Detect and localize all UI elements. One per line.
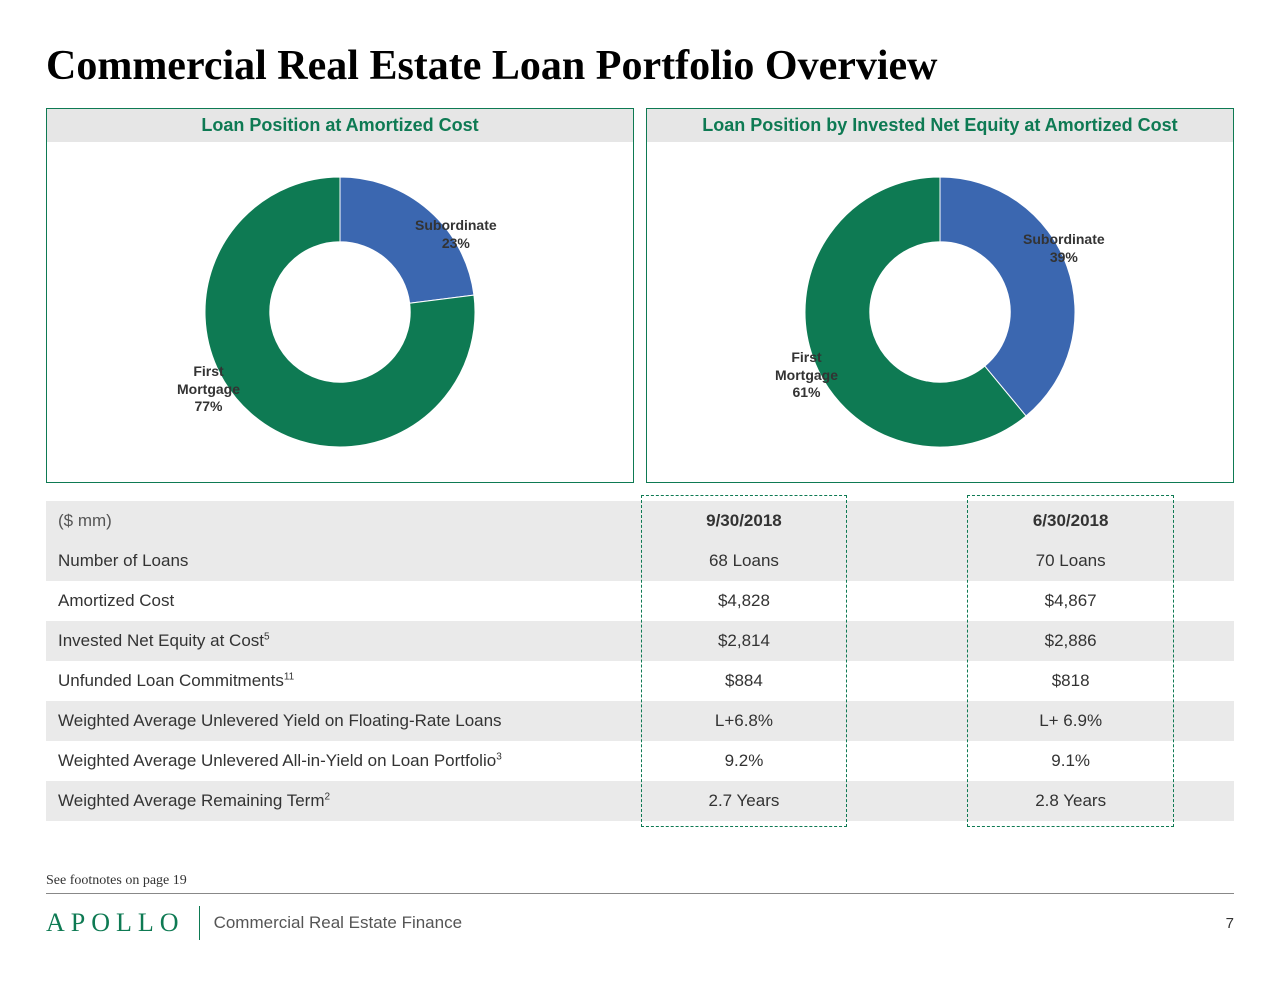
footer-subtitle: Commercial Real Estate Finance [214, 913, 462, 933]
table-row: Amortized Cost$4,828$4,867 [46, 581, 1234, 621]
data-table: ($ mm) 9/30/2018 6/30/2018 Number of Loa… [46, 501, 1234, 821]
row-value-1: $884 [581, 661, 908, 701]
table-row: Unfunded Loan Commitments11$884$818 [46, 661, 1234, 701]
table-unit-note: ($ mm) [46, 501, 581, 541]
donut-slice-label: Subordinate23% [415, 217, 497, 252]
chart-title-left: Loan Position at Amortized Cost [47, 109, 633, 142]
chart-body-left: Subordinate23% FirstMortgage77% [47, 142, 633, 482]
row-value-1: 9.2% [581, 741, 908, 781]
chart-title-right: Loan Position by Invested Net Equity at … [647, 109, 1233, 142]
row-value-1: $4,828 [581, 581, 908, 621]
row-value-1: 2.7 Years [581, 781, 908, 821]
donut-slice-label: FirstMortgage61% [775, 349, 838, 402]
table-body: Number of Loans68 Loans70 LoansAmortized… [46, 541, 1234, 821]
row-value-2: 9.1% [907, 741, 1234, 781]
table-header-row: ($ mm) 9/30/2018 6/30/2018 [46, 501, 1234, 541]
row-label: Weighted Average Unlevered Yield on Floa… [46, 701, 581, 741]
logo-divider [199, 906, 200, 940]
page-title: Commercial Real Estate Loan Portfolio Ov… [46, 42, 1234, 90]
chart-body-right: Subordinate39% FirstMortgage61% [647, 142, 1233, 482]
row-value-2: 2.8 Years [907, 781, 1234, 821]
donut-slice-label: FirstMortgage77% [177, 363, 240, 416]
row-value-1: $2,814 [581, 621, 908, 661]
table-row: Number of Loans68 Loans70 Loans [46, 541, 1234, 581]
chart-panel-left: Loan Position at Amortized Cost Subordin… [46, 108, 634, 483]
footer: APOLLO Commercial Real Estate Finance 7 [46, 894, 1234, 940]
row-value-2: $818 [907, 661, 1234, 701]
row-label: Weighted Average Unlevered All-in-Yield … [46, 741, 581, 781]
row-label: Unfunded Loan Commitments11 [46, 661, 581, 701]
table-wrap: ($ mm) 9/30/2018 6/30/2018 Number of Loa… [46, 501, 1234, 821]
table-row: Weighted Average Unlevered All-in-Yield … [46, 741, 1234, 781]
row-label: Invested Net Equity at Cost5 [46, 621, 581, 661]
table-col-header-1: 9/30/2018 [581, 501, 908, 541]
footer-left: APOLLO Commercial Real Estate Finance [46, 906, 462, 940]
table-row: Weighted Average Remaining Term22.7 Year… [46, 781, 1234, 821]
chart-panel-right: Loan Position by Invested Net Equity at … [646, 108, 1234, 483]
logo: APOLLO [46, 908, 185, 938]
row-label: Amortized Cost [46, 581, 581, 621]
table-row: Weighted Average Unlevered Yield on Floa… [46, 701, 1234, 741]
footnote-text: See footnotes on page 19 [46, 873, 1234, 889]
row-label: Number of Loans [46, 541, 581, 581]
row-value-2: L+ 6.9% [907, 701, 1234, 741]
row-value-2: $2,886 [907, 621, 1234, 661]
donut-right: Subordinate39%FirstMortgage61% [805, 177, 1075, 447]
donut-left: Subordinate23%FirstMortgage77% [205, 177, 475, 447]
table-col-header-2: 6/30/2018 [907, 501, 1234, 541]
page-number: 7 [1226, 915, 1234, 932]
row-value-1: 68 Loans [581, 541, 908, 581]
row-value-1: L+6.8% [581, 701, 908, 741]
donut-slice-label: Subordinate39% [1023, 231, 1105, 266]
row-value-2: $4,867 [907, 581, 1234, 621]
row-value-2: 70 Loans [907, 541, 1234, 581]
row-label: Weighted Average Remaining Term2 [46, 781, 581, 821]
table-row: Invested Net Equity at Cost5$2,814$2,886 [46, 621, 1234, 661]
charts-row: Loan Position at Amortized Cost Subordin… [46, 108, 1234, 483]
